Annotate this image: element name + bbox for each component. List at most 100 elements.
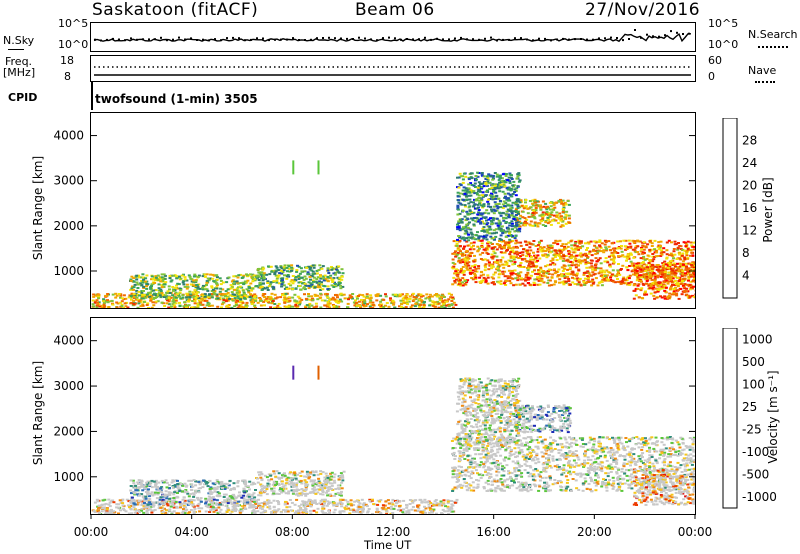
- nsearch-point: [448, 38, 450, 41]
- nsearch-point: [520, 37, 522, 40]
- heatmap-region: [632, 467, 695, 506]
- nave-dotted: [755, 81, 775, 83]
- colorbar-tick-label: -1000: [742, 490, 777, 504]
- nsearch-point: [94, 38, 96, 41]
- nsearch-point: [178, 36, 180, 39]
- heatmap-region: [455, 377, 522, 447]
- nsearch-point: [676, 31, 678, 34]
- nsearch-point: [544, 37, 546, 40]
- heatmap-region: [456, 171, 522, 242]
- heatmap-mark: [317, 160, 320, 175]
- nsearch-point: [226, 37, 228, 40]
- x-tick-label: 08:00: [275, 525, 310, 539]
- nsearch-point: [400, 38, 402, 41]
- nsearch-point: [214, 38, 216, 41]
- nsearch-point: [280, 38, 282, 41]
- nsearch-point: [442, 38, 444, 41]
- nsky-tick-top: 10^5: [58, 17, 89, 30]
- velocity-y-axis: 1000 2000 3000 4000: [53, 334, 84, 484]
- nsearch-point: [364, 37, 366, 40]
- nsearch-tick-top: 10^5: [708, 17, 739, 30]
- nsearch-point: [250, 38, 252, 41]
- colorbar-tick-label: -25: [742, 422, 762, 436]
- nsearch-point: [166, 39, 168, 42]
- nsearch-point: [538, 37, 540, 40]
- nsearch-point: [106, 38, 108, 41]
- nave-tick-bottom: 0: [708, 70, 715, 83]
- x-tick-label: 20:00: [577, 525, 612, 539]
- nsearch-point: [586, 38, 588, 41]
- nsearch-point: [580, 38, 582, 40]
- heatmap-region: [129, 479, 257, 506]
- nsearch-point: [172, 38, 174, 41]
- nsky-label: N.Sky: [3, 34, 35, 47]
- nsky-trace: [93, 29, 691, 43]
- nsearch-point: [394, 37, 396, 40]
- nsearch-point: [118, 38, 120, 41]
- nave-tick-top: 60: [708, 54, 722, 67]
- nsearch-point: [604, 37, 606, 40]
- nsearch-point: [292, 37, 294, 40]
- y-tick-label: 3000: [53, 379, 84, 393]
- nsearch-point: [436, 37, 438, 40]
- nsearch-point: [490, 36, 492, 39]
- x-tick-label: 00:00: [678, 525, 713, 539]
- nsearch-point: [376, 39, 378, 42]
- power-y-axis: 1000 2000 3000 4000: [53, 129, 84, 278]
- nsearch-point: [208, 39, 210, 42]
- heatmap-region: [514, 404, 573, 434]
- nsearch-point: [148, 38, 150, 41]
- nsky-panel: [90, 22, 696, 52]
- freq-panel: [90, 55, 696, 82]
- nsearch-point: [466, 38, 468, 41]
- velocity-colorbar: 1000 500 100 25 -25 -100 -500 -1000: [722, 328, 777, 509]
- beam-title: Beam 06: [355, 0, 435, 20]
- colorbar-tick-label: 4: [742, 269, 750, 283]
- freq-trace: [94, 66, 691, 76]
- station-title: Saskatoon (fitACF): [92, 0, 259, 20]
- nsearch-point: [268, 39, 270, 42]
- cpid-marker: [91, 82, 93, 110]
- y-tick-label: 2000: [53, 219, 84, 233]
- nsearch-tick-bottom: 10^0: [708, 38, 739, 51]
- nsearch-point: [136, 38, 138, 41]
- nsearch-point: [556, 38, 558, 41]
- nsearch-point: [334, 37, 336, 40]
- nsearch-point: [406, 38, 408, 40]
- colorbar-tick-label: 12: [742, 224, 757, 238]
- nsky-tick-bottom: 10^0: [58, 38, 89, 51]
- y-tick-label: 3000: [53, 174, 84, 188]
- nsearch-point: [646, 33, 648, 36]
- x-tick-label: 16:00: [476, 525, 511, 539]
- nsky-underline: [8, 49, 24, 50]
- nsearch-point: [574, 38, 576, 41]
- nsearch-label: N.Search: [748, 28, 798, 41]
- nsearch-point: [418, 38, 420, 41]
- freq-unit: [MHz]: [3, 66, 36, 79]
- nsearch-point: [358, 36, 360, 39]
- heatmap-region: [255, 470, 346, 497]
- nsearch-point: [634, 29, 636, 31]
- y-tick-label: 1000: [53, 470, 84, 484]
- heatmap-region: [129, 273, 258, 301]
- nsearch-point: [100, 39, 102, 42]
- nsearch-point: [202, 38, 204, 41]
- velocity-ylabel: Slant Range [km]: [31, 360, 45, 466]
- nsearch-point: [514, 37, 516, 40]
- colorbar-tick-label: 16: [742, 201, 757, 215]
- colorbar-tick-label: 8: [742, 246, 750, 260]
- power-heatmap: [91, 135, 695, 308]
- nsearch-point: [388, 36, 390, 39]
- x-tick-label: 00:00: [74, 525, 109, 539]
- nsearch-point: [286, 38, 288, 41]
- velocity-cbar-label: Velocity [m s⁻¹]: [766, 370, 780, 464]
- nsearch-point: [190, 37, 192, 40]
- nsearch-point: [532, 39, 534, 42]
- colorbar-tick-label: 20: [742, 179, 757, 193]
- nsearch-point: [256, 37, 258, 40]
- nsearch-point: [238, 37, 240, 40]
- nsearch-point: [304, 39, 306, 41]
- heatmap-mark: [292, 365, 295, 380]
- nsearch-point: [370, 38, 372, 41]
- colorbar-tick-label: 100: [742, 377, 765, 391]
